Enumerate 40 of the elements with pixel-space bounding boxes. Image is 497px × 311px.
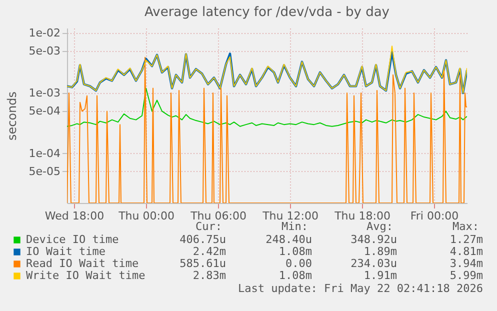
y-tick-label: 5e-04 [28,104,60,118]
text: 5.99m [450,269,484,282]
x-tick-label: Wed 18:00 [44,210,104,222]
text: 1.27m [450,233,484,246]
y-tick-label: 1e-04 [28,146,60,160]
y-tick-label: 1e-02 [28,26,60,40]
line-series [67,88,467,127]
text: 2.42m [192,245,226,258]
text: 248.40u [266,233,312,246]
text: Last update: Fri May 22 02:41:18 2026 [238,282,483,295]
text: 2.83m [192,269,226,282]
text: 406.75u [180,233,226,246]
legend-label: IO Wait time [26,245,106,258]
y-tick-label: 5e-05 [28,164,60,178]
text: 3.94m [450,257,484,270]
text: Cur: [196,220,222,233]
x-tick-label: Thu 18:00 [334,210,390,222]
y-tick-label: 1e-03 [28,86,60,100]
text: 234.03u [350,257,397,270]
x-tick-label: Thu 12:00 [262,210,318,222]
text: 1.91m [364,269,398,282]
legend-label: Read IO Wait time [26,257,139,270]
text: 4.81m [450,245,484,258]
text: 0.00 [286,257,312,270]
text: 1.89m [364,245,398,258]
text: Avg: [366,220,393,233]
text: 1.08m [278,269,312,282]
text: Max: [452,220,479,233]
x-tick-label: Fri 00:00 [410,210,459,222]
legend-label: Device IO time [26,233,119,246]
x-tick-label: Thu 00:00 [118,210,174,222]
text: Min: [282,220,308,233]
chart-title: Average latency for /dev/vda - by day [144,5,390,20]
y-tick-label: 5e-03 [28,44,60,58]
text: 585.61u [180,257,226,270]
x-tick-label: Thu 06:00 [190,210,246,222]
legend-label: Write IO Wait time [26,269,146,282]
text: 1.08m [278,245,312,258]
y-axis-title: seconds [4,91,19,141]
text: 348.92u [350,233,397,246]
